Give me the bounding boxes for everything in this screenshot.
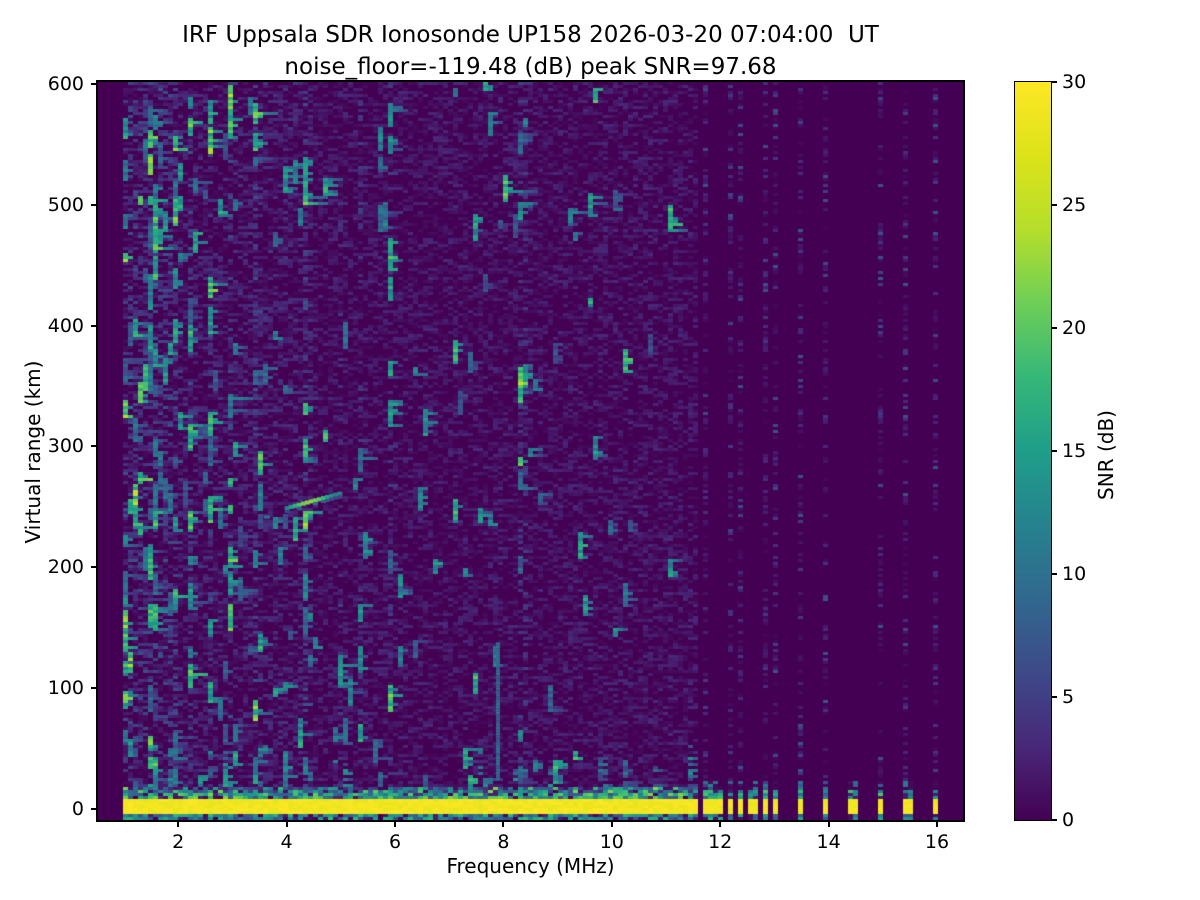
colorbar-tick-mark	[1052, 81, 1057, 83]
x-tick-mark	[610, 820, 613, 827]
y-tick-label: 100	[47, 677, 84, 700]
x-axis-label: Frequency (MHz)	[446, 854, 615, 878]
colorbar-tick-label: 20	[1062, 317, 1087, 339]
figure-title: IRF Uppsala SDR Ionosonde UP158 2026-03-…	[182, 22, 879, 48]
y-tick-label: 600	[47, 72, 84, 95]
x-tick-label: 14	[816, 831, 841, 853]
x-tick-label: 4	[280, 831, 293, 853]
x-tick-label: 2	[172, 831, 185, 853]
x-tick-mark	[394, 820, 396, 827]
colorbar-tick-label: 25	[1062, 194, 1087, 216]
figure-subtitle: noise_floor=-119.48 (dB) peak SNR=97.68	[284, 54, 777, 80]
colorbar-gradient	[1015, 82, 1051, 820]
x-tick-mark	[285, 820, 288, 827]
y-tick-mark	[91, 203, 98, 206]
colorbar-tick-label: 0	[1062, 809, 1075, 831]
y-tick-mark	[91, 82, 98, 85]
x-tick-mark	[719, 820, 722, 827]
colorbar-tick-mark	[1052, 450, 1057, 452]
colorbar-label: SNR (dB)	[1094, 410, 1118, 500]
colorbar-tick-mark	[1052, 819, 1057, 821]
colorbar-tick-label: 10	[1062, 563, 1087, 585]
colorbar-tick-mark	[1052, 204, 1057, 206]
x-tick-mark	[177, 820, 180, 827]
x-tick-mark	[827, 820, 830, 827]
y-tick-mark	[91, 566, 98, 569]
colorbar-tick-mark	[1052, 696, 1057, 698]
colorbar-tick-label: 15	[1062, 440, 1087, 462]
colorbar-tick-label: 5	[1062, 686, 1075, 708]
colorbar-tick-label: 30	[1062, 71, 1087, 93]
x-tick-mark	[935, 820, 938, 827]
y-tick-mark	[91, 687, 98, 690]
colorbar-tick-mark	[1052, 573, 1057, 575]
x-tick-label: 6	[388, 831, 402, 853]
y-tick-mark	[91, 445, 98, 448]
y-tick-label: 200	[47, 556, 84, 579]
y-tick-label: 300	[47, 435, 84, 458]
y-axis-label: Virtual range (km)	[21, 360, 45, 544]
y-tick-label: 400	[47, 314, 84, 337]
x-tick-mark	[502, 820, 505, 827]
colorbar-tick-mark	[1052, 327, 1057, 329]
y-tick-mark	[91, 808, 98, 810]
y-tick-mark	[91, 324, 98, 327]
x-tick-label: 12	[708, 831, 733, 853]
y-tick-label: 0	[71, 798, 84, 820]
x-tick-label: 16	[924, 831, 950, 853]
x-tick-label: 8	[497, 831, 510, 853]
ionogram-heatmap	[98, 82, 963, 820]
x-tick-label: 10	[599, 831, 624, 853]
y-tick-label: 500	[47, 193, 84, 216]
